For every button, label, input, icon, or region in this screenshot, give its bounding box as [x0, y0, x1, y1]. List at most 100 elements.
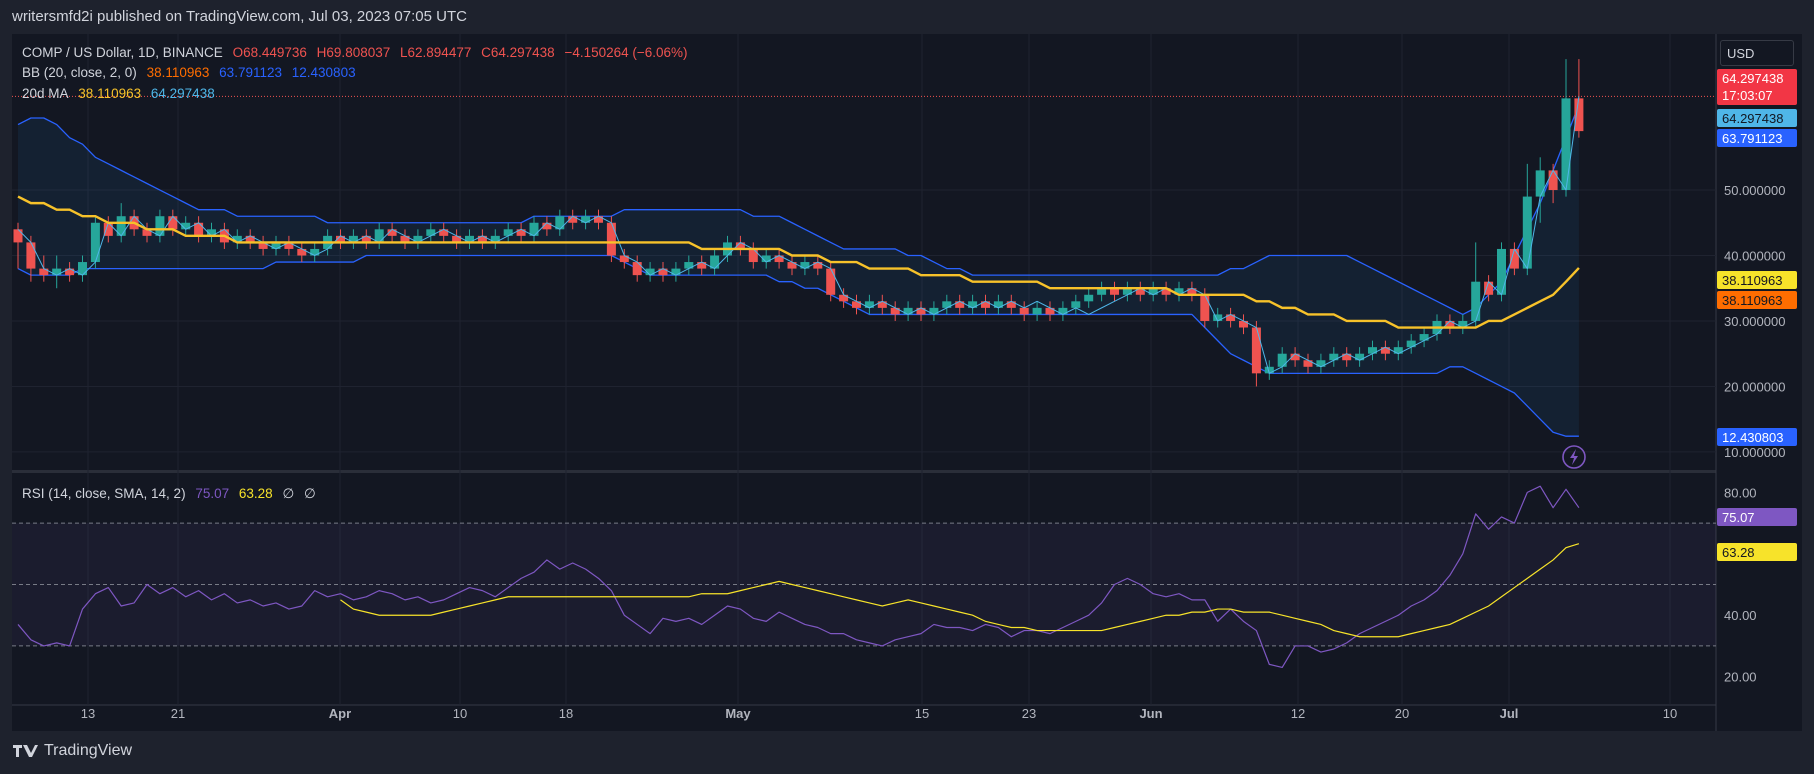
candle-body	[1213, 314, 1223, 321]
rsi-line	[17, 485, 1580, 669]
candle-body	[1174, 288, 1184, 295]
candle-body	[103, 222, 113, 236]
candle-body	[1548, 170, 1558, 191]
candle-body	[13, 229, 23, 243]
price-tick-label: 30.000000	[1724, 314, 1785, 329]
x-tick-label: 12	[1291, 706, 1305, 721]
candle-body	[1084, 294, 1094, 302]
candle-body	[1484, 281, 1494, 295]
candle-body	[594, 216, 603, 223]
candle-body	[1006, 301, 1016, 308]
bb-legend[interactable]: BB (20, close, 2, 0) 38.110963 63.791123…	[22, 65, 362, 80]
bb-upper-line	[17, 104, 1580, 316]
ma-close-badge-text: 64.297438	[1722, 111, 1783, 126]
candle-body	[477, 235, 487, 243]
candle-body	[387, 229, 397, 236]
candle-body	[671, 268, 681, 276]
candle-body	[78, 262, 87, 276]
rsi-badge: 75.07	[1717, 508, 1797, 526]
candle-body	[245, 235, 255, 243]
currency-label[interactable]: USD	[1720, 40, 1794, 66]
ma20-badge: 38.110963	[1717, 271, 1797, 289]
bb-lower-line	[17, 254, 1579, 437]
bb-basis-badge-text: 38.110963	[1722, 293, 1783, 308]
rsi-legend[interactable]: RSI (14, close, SMA, 14, 2) 75.07 63.28 …	[22, 486, 322, 502]
candle-body	[658, 268, 668, 276]
candle-body	[297, 248, 307, 256]
candle-body	[168, 216, 178, 230]
tradingview-logo-icon	[13, 745, 38, 757]
candle-body	[748, 248, 758, 263]
rsi-tick-label: 40.00	[1724, 608, 1757, 623]
x-tick-label: 20	[1395, 706, 1409, 721]
price-tick-label: 50.000000	[1724, 183, 1785, 198]
candle-body	[452, 235, 462, 243]
candle-body	[26, 242, 36, 269]
x-tick-label: 23	[1022, 706, 1036, 721]
candle-body	[1329, 353, 1339, 361]
candle-body	[490, 235, 500, 243]
ma-legend[interactable]: 20d MA 38.110963 64.297438	[22, 86, 221, 101]
candle-body	[39, 268, 49, 276]
chart-pane[interactable]	[12, 34, 1802, 731]
candle-body	[503, 229, 513, 236]
last-price-badge: 64.297438 17:03:07	[1717, 69, 1797, 105]
alert-circle	[1562, 445, 1586, 469]
candle-body	[439, 229, 449, 236]
alert-lightning-icon	[1562, 445, 1586, 469]
candle-body	[465, 235, 474, 243]
rsi-na-2: ∅	[303, 486, 316, 501]
x-tick-label: Jun	[1139, 706, 1162, 721]
candle-body	[258, 242, 268, 249]
rsi-label: RSI (14, close, SMA, 14, 2)	[22, 486, 186, 501]
candle-body	[761, 255, 771, 263]
rsi-tick-label: 80.00	[1724, 485, 1757, 500]
candle-body	[619, 255, 629, 263]
bb-lower-badge: 12.430803	[1717, 428, 1797, 446]
candle-body	[645, 268, 655, 276]
ohlc-change: −4.150264 (−6.06%)	[564, 45, 688, 60]
x-tick-label: 13	[81, 706, 95, 721]
bb-upper-value: 63.791123	[219, 65, 282, 80]
rsi-badge-bg	[1717, 508, 1797, 526]
candle-body	[864, 301, 874, 308]
candle-body	[516, 229, 526, 236]
x-tick-label: 10	[453, 706, 467, 721]
bb-upper-badge-text: 63.791123	[1722, 131, 1783, 146]
candle-body	[52, 268, 62, 276]
candle-body	[1303, 360, 1313, 367]
candle-body	[542, 222, 552, 230]
rsi-tick-label: 20.00	[1724, 670, 1757, 685]
candle-body	[774, 255, 784, 263]
bb-lower-badge-bg	[1717, 428, 1797, 446]
candle-body	[581, 216, 591, 223]
rsi-na-1: ∅	[282, 486, 295, 501]
candle-body	[1393, 347, 1403, 354]
candle-body	[207, 229, 216, 236]
symbol-name[interactable]: COMP / US Dollar, 1D, BINANCE	[22, 45, 223, 60]
symbol-legend: COMP / US Dollar, 1D, BINANCE O68.449736…	[22, 45, 694, 60]
candle-body	[374, 229, 384, 243]
tradingview-footer: TradingView	[12, 742, 132, 760]
candle-body	[826, 268, 836, 295]
rsi-ma-line	[340, 543, 1580, 638]
candle-body	[1200, 294, 1210, 321]
bb-band-fill	[18, 104, 1579, 437]
candle-body	[400, 235, 410, 243]
candle-body	[877, 301, 887, 308]
ma-close-badge: 64.297438	[1717, 109, 1797, 127]
candle-body	[555, 216, 565, 230]
ma-label: 20d MA	[22, 86, 69, 101]
candle-body	[813, 262, 823, 269]
ohlc-low: L62.894477	[400, 45, 472, 60]
candle-body	[1071, 301, 1081, 308]
candle-body	[155, 216, 165, 236]
bb-lower-badge-text: 12.430803	[1722, 430, 1783, 445]
last-price-badge-text: 17:03:07	[1722, 88, 1773, 103]
candle-body	[310, 248, 320, 256]
candle-body	[336, 235, 345, 243]
candle-body	[903, 307, 913, 315]
candle-body	[271, 242, 281, 249]
candle-body	[1574, 98, 1584, 132]
